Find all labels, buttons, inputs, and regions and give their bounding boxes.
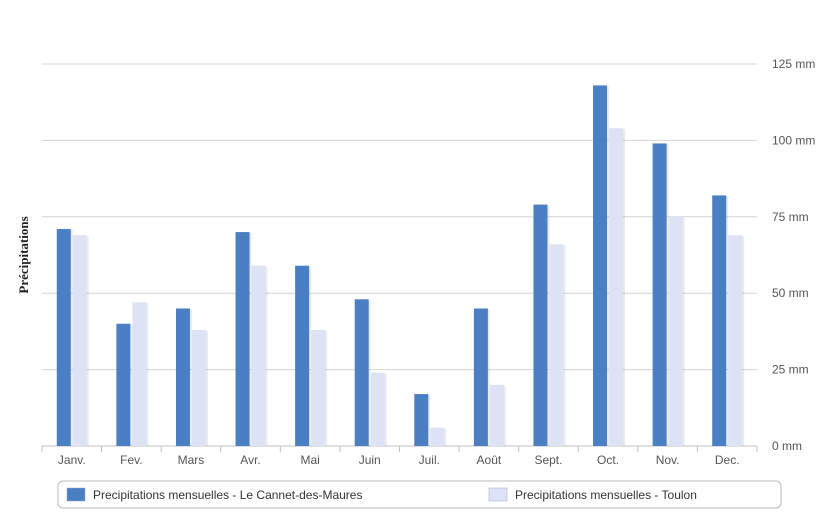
- x-tick-label: Janv.: [58, 453, 86, 467]
- y-tick-label: 25 mm: [772, 363, 809, 377]
- legend-item-le-cannet-swatch: [66, 487, 86, 502]
- axes: 0 mm 25 mm 50 mm 75 mm 100 mm 125 mm Janv. Fev.…: [41, 57, 815, 467]
- x-tick-label: Dec.: [715, 453, 740, 467]
- bar-le-cannet: [712, 195, 727, 446]
- bar-le-cannet: [235, 232, 250, 446]
- bar-le-cannet: [175, 308, 190, 446]
- bar-toulon: [370, 372, 385, 446]
- y-tick-label: 100 mm: [772, 133, 815, 147]
- bar-toulon: [668, 216, 683, 446]
- x-tick-label: Mars: [178, 453, 205, 467]
- bar-toulon: [549, 244, 564, 446]
- bar-le-cannet: [473, 308, 488, 446]
- bar-le-cannet: [56, 229, 71, 446]
- x-tick-label: Avr.: [240, 453, 260, 467]
- bar-toulon: [728, 235, 743, 446]
- x-tick-label: Mai: [300, 453, 319, 467]
- x-tick-label: Juin: [359, 453, 381, 467]
- y-axis-title: Précipitations: [16, 216, 31, 293]
- bar-toulon: [132, 302, 147, 446]
- bar-toulon: [430, 427, 445, 446]
- gridlines: [42, 63, 757, 447]
- bar-toulon: [191, 329, 206, 446]
- bar-le-cannet: [652, 143, 667, 446]
- legend[interactable]: Precipitations mensuelles - Le Cannet-de…: [57, 480, 782, 509]
- x-tick-label: Oct.: [597, 453, 619, 467]
- bars: [56, 85, 745, 446]
- bar-le-cannet: [354, 299, 369, 446]
- bar-toulon: [251, 265, 266, 446]
- bar-le-cannet: [593, 85, 608, 446]
- x-tick-label: Nov.: [656, 453, 680, 467]
- y-tick-label: 75 mm: [772, 210, 809, 224]
- x-tick-label: Juil.: [419, 453, 440, 467]
- x-tick-label: Août: [477, 453, 502, 467]
- bar-toulon: [609, 128, 624, 446]
- legend-item-le-cannet-label: Precipitations mensuelles - Le Cannet-de…: [93, 488, 362, 502]
- legend-item-toulon-swatch: [488, 487, 508, 502]
- y-tick-label: 0 mm: [772, 439, 802, 453]
- legend-box: [57, 480, 782, 509]
- bar-le-cannet: [116, 323, 131, 446]
- x-tick-label: Fev.: [120, 453, 142, 467]
- bar-le-cannet: [295, 265, 310, 446]
- y-tick-label: 50 mm: [772, 286, 809, 300]
- bar-toulon: [489, 384, 504, 446]
- bar-toulon: [72, 235, 87, 446]
- x-tick-label: Sept.: [534, 453, 562, 467]
- bar-toulon: [311, 329, 326, 446]
- bar-le-cannet: [414, 394, 429, 446]
- y-tick-label: 125 mm: [772, 57, 815, 71]
- bar-le-cannet: [533, 204, 548, 446]
- legend-item-toulon-label: Precipitations mensuelles - Toulon: [515, 488, 697, 502]
